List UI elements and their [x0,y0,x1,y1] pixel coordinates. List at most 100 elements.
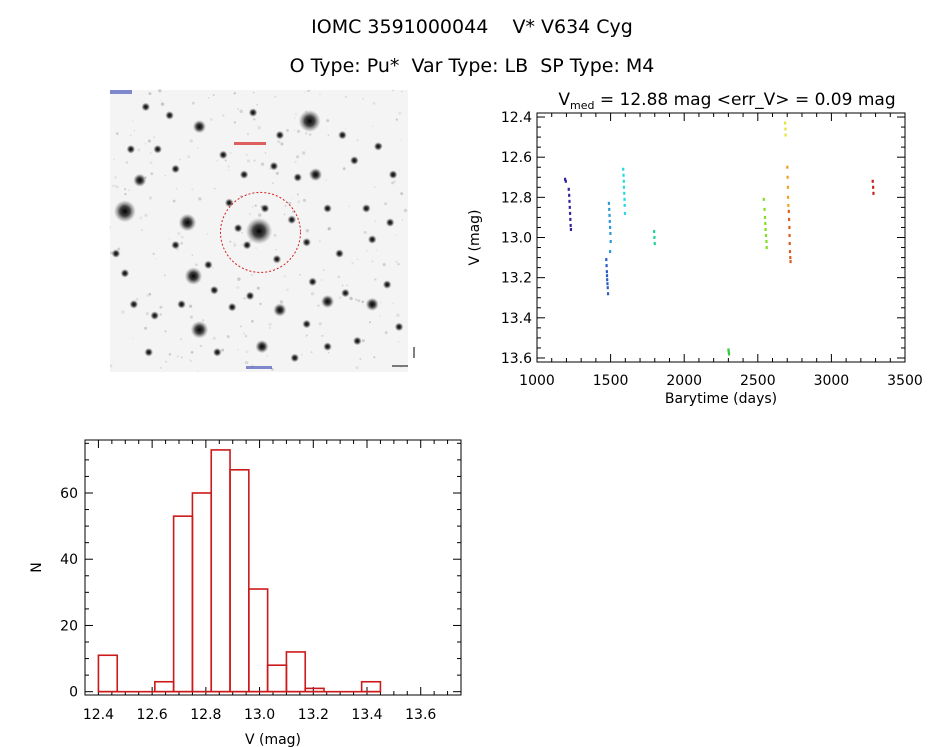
lc-point [569,227,573,231]
sky-speckle [159,99,161,102]
lc-point [788,250,792,254]
star [290,353,300,363]
sky-speckle [251,319,254,323]
sky-speckle [189,359,193,363]
lc-point [622,185,626,189]
sky-image [108,89,415,373]
star [269,161,279,171]
star [227,302,237,312]
sky-speckle [176,355,179,358]
sky-speckle [233,241,236,244]
lc-point [568,205,571,209]
lc-point [784,121,787,125]
sky-speckle [191,188,194,191]
sky-speckle [124,188,127,191]
hist-bar [266,664,288,693]
hist-xtick-label: 12.8 [190,707,221,723]
lc-ytick-label: 13.4 [501,311,532,327]
sky-speckle [296,193,299,196]
star [111,249,121,258]
hist-ytick-label: 40 [60,552,78,568]
sky-speckle [260,162,265,166]
star [165,110,174,120]
lc-point [568,193,571,197]
sky-speckle [189,139,193,143]
star [338,130,347,140]
lc-point [609,231,612,235]
lc-point [727,350,730,354]
sky-speckle [301,151,306,155]
lc-point [567,187,570,191]
lc-point [608,219,611,223]
sky-speckle [294,160,297,163]
sky-speckle [163,274,166,277]
sky-speckle [212,336,216,340]
sky-speckle [197,147,199,149]
sky-speckle [246,159,251,163]
star [293,173,303,182]
hist-bar [360,680,382,693]
lc-point [787,203,790,207]
star [382,280,392,289]
sky-speckle [392,89,395,92]
lc-point [623,211,627,215]
sky-speckle [227,165,230,168]
lc-point [623,197,626,201]
sky-speckle [400,90,403,93]
lc-ytick-label: 13.6 [501,351,532,367]
sky-speckle [257,126,261,130]
sky-speckle [146,293,150,298]
lc-point [765,246,768,250]
sky-speckle [144,142,147,145]
hist-xtick-label: 13.6 [405,707,436,723]
sky-speckle [212,94,215,97]
sky-speckle [300,354,303,356]
sky-speckle [115,185,117,187]
sky-speckle [149,151,152,155]
sky-speckle [209,118,213,121]
lc-title-sub: med [570,99,594,112]
sky-speckle [342,167,346,171]
sky-speckle [273,233,277,237]
sky-speckle [233,121,237,124]
lc-point [605,258,608,262]
star [233,223,243,233]
sky-speckle [112,184,115,188]
lc-point [607,201,611,205]
sky-speckle [366,249,368,252]
sky-speckle [296,155,300,159]
star [224,198,234,208]
sky-speckle [229,151,232,154]
star [120,268,130,278]
lc-point [609,250,612,254]
sky-speckle [346,284,348,287]
sky-speckle [399,169,401,172]
sky-speckle [274,95,277,98]
lc-title: Vmed = 12.88 mag <err_V> = 0.09 mag [558,90,895,112]
sky-speckle [384,331,388,335]
star [309,168,323,182]
star [242,240,252,250]
hist-bar [154,680,175,693]
sky-speckle [268,322,272,326]
sky-speckle [159,305,163,309]
sky-speckle [392,302,394,304]
lc-xlabel: Barytime (days) [665,391,777,407]
sky-speckle [158,89,162,93]
hist-bar [285,651,307,693]
lc-point [606,278,609,282]
star [365,297,379,311]
lc-point [784,127,787,131]
sky-speckle [207,97,210,99]
lc-point [606,292,610,296]
sky-speckle [216,159,219,162]
lc-point [623,191,626,195]
sky-speckle [180,356,183,359]
lc-point [788,217,791,221]
sky-speckle [198,197,202,201]
sky-speckle [241,244,243,246]
star [287,215,297,225]
star [388,170,398,179]
